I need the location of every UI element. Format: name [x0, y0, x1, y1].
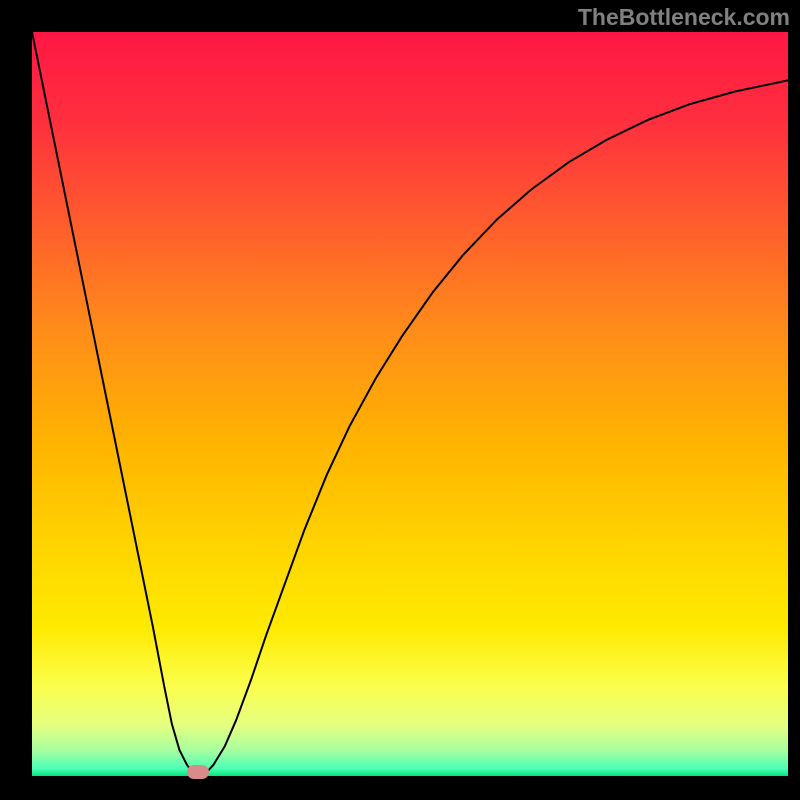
bottleneck-curve	[32, 32, 788, 776]
watermark-text: TheBottleneck.com	[578, 4, 790, 31]
plot-area	[32, 32, 788, 776]
optimal-point-marker	[187, 765, 209, 779]
chart-container: TheBottleneck.com	[0, 0, 800, 800]
